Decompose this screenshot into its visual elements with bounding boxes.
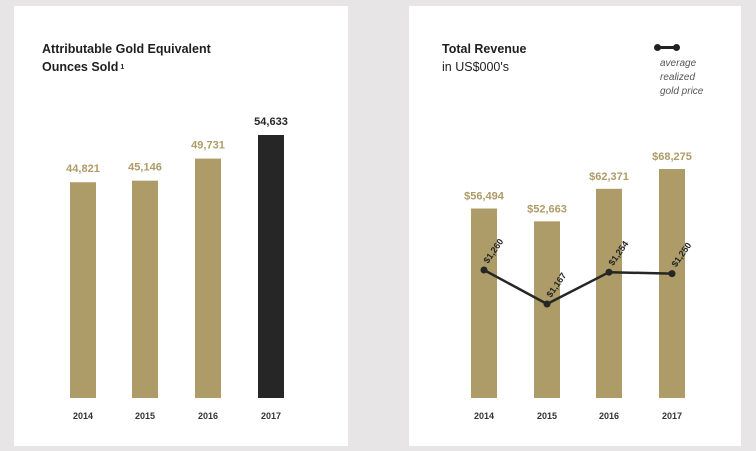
bar-2015 xyxy=(534,221,560,398)
gold-ounces-title-line2: Ounces Sold xyxy=(42,60,119,74)
value-label-2016: $62,371 xyxy=(589,171,629,183)
x-tick-2015: 2015 xyxy=(537,411,557,421)
total-revenue-chart-plot: $56,494 2014 $52,663 2015 $62,371 2016 $68,275… xyxy=(464,151,693,421)
bar-2014 xyxy=(70,182,96,398)
total-revenue-chart-title: Total Revenue in US$000's xyxy=(442,40,527,76)
value-label-2017: $68,275 xyxy=(652,151,692,163)
x-tick-2014: 2014 xyxy=(73,411,93,421)
value-label-2015: 45,146 xyxy=(128,162,162,174)
gold-price-point-2015 xyxy=(543,300,551,308)
total-revenue-title: Total Revenue xyxy=(442,42,527,56)
total-revenue-chart-panel: Total Revenue in US$000's average realiz… xyxy=(409,6,741,446)
footnote-mark: 1 xyxy=(120,64,125,71)
legend-text-line2: realized xyxy=(660,72,696,83)
x-tick-2014: 2014 xyxy=(474,411,494,421)
gold-price-point-2016 xyxy=(605,268,613,276)
total-revenue-subtitle: in US$000's xyxy=(442,60,510,74)
legend-text-line1: average xyxy=(660,58,697,69)
x-tick-2016: 2016 xyxy=(599,411,619,421)
gold-price-point-2017 xyxy=(668,270,676,278)
gold-ounces-chart-plot: 44,821 2014 45,146 2015 49,731 2016 54,633 2017 xyxy=(66,116,288,421)
value-label-2015: $52,663 xyxy=(527,203,567,215)
bar-2017 xyxy=(659,169,685,398)
gold-ounces-title-line1: Attributable Gold Equivalent xyxy=(42,42,211,56)
x-tick-2017: 2017 xyxy=(261,411,281,421)
gold-ounces-chart-panel: Attributable Gold Equivalent Ounces Sold… xyxy=(14,6,348,446)
value-label-2016: 49,731 xyxy=(191,140,225,152)
bar-2016 xyxy=(195,158,221,398)
x-tick-2015: 2015 xyxy=(135,411,155,421)
value-label-2014: $56,494 xyxy=(464,191,505,203)
bar-2017 xyxy=(258,135,284,398)
legend-text-line3: gold price xyxy=(660,86,704,97)
gold-price-line xyxy=(483,268,673,306)
gold-ounces-chart-title: Attributable Gold Equivalent Ounces Sold… xyxy=(42,40,211,76)
x-tick-2016: 2016 xyxy=(198,411,218,421)
value-label-2017: 54,633 xyxy=(254,116,288,128)
value-label-2014: 44,821 xyxy=(66,163,100,175)
bar-2016 xyxy=(596,188,622,398)
bar-2014 xyxy=(471,208,497,398)
x-tick-2017: 2017 xyxy=(662,411,682,421)
bar-2015 xyxy=(132,180,158,398)
gold-price-legend-line-icon xyxy=(654,44,680,51)
gold-price-point-2014 xyxy=(480,266,488,274)
